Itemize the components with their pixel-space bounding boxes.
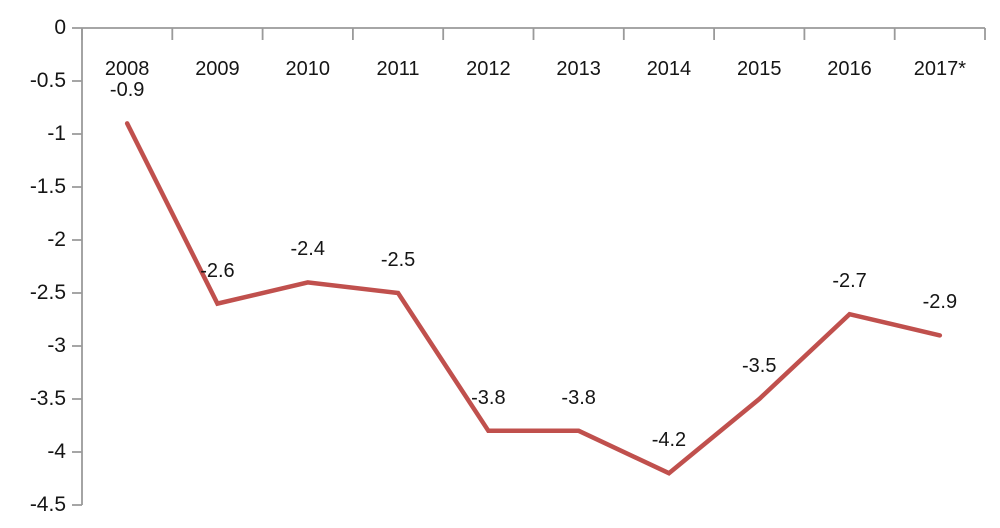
- data-point-label: -2.5: [380, 249, 416, 271]
- data-point-label: -2.7: [832, 270, 867, 293]
- x-axis-category-label: 2016: [827, 58, 872, 80]
- y-axis-tick-label: -4: [47, 440, 66, 463]
- data-point-label: -3.5: [742, 355, 777, 377]
- x-axis-category-label: 2011: [376, 58, 420, 80]
- y-axis: [72, 27, 83, 506]
- y-axis-tick-label: -1.5: [29, 175, 66, 198]
- x-axis-category-label: 2013: [556, 58, 601, 80]
- x-axis-category-label: 2017*: [913, 58, 966, 80]
- x-axis-category-label: 2009: [195, 58, 240, 80]
- data-point-label: -2.4: [290, 238, 325, 261]
- data-point-label: -2.6: [200, 259, 235, 282]
- series-line: [124, 121, 943, 476]
- y-axis-tick-label: -3: [47, 334, 66, 357]
- y-axis-tick-label: -2.5: [29, 281, 66, 304]
- data-point-label: -4.2: [651, 429, 687, 452]
- x-axis-category-label: 2012: [466, 58, 511, 80]
- y-axis-tick-label: -2: [47, 228, 66, 251]
- x-axis-category-label: 2010: [285, 58, 331, 80]
- y-axis-tick-label: -4.5: [29, 493, 66, 516]
- y-axis-tick-label: -3.5: [29, 387, 66, 410]
- data-point-label: -3.8: [561, 386, 596, 409]
- x-axis-category-label: 2014: [646, 58, 692, 80]
- data-point-label: -2.9: [922, 291, 958, 314]
- y-axis-tick-label: -1: [47, 122, 66, 145]
- y-axis-tick-label: 0: [54, 16, 66, 39]
- y-axis-tick-label: -0.5: [29, 69, 66, 92]
- data-point-label: -0.9: [109, 79, 145, 102]
- x-axis-category-label: 2015: [737, 58, 782, 80]
- x-axis-category-label: 2008: [104, 58, 150, 80]
- data-point-label: -3.8: [471, 386, 506, 409]
- x-axis-zero-line: [81, 27, 986, 40]
